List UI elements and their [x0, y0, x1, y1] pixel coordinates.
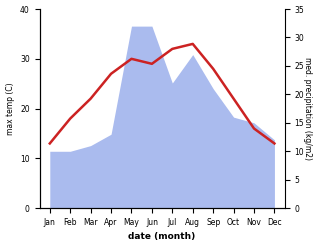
- Y-axis label: max temp (C): max temp (C): [5, 82, 15, 135]
- X-axis label: date (month): date (month): [128, 232, 196, 242]
- Y-axis label: med. precipitation (kg/m2): med. precipitation (kg/m2): [303, 57, 313, 160]
